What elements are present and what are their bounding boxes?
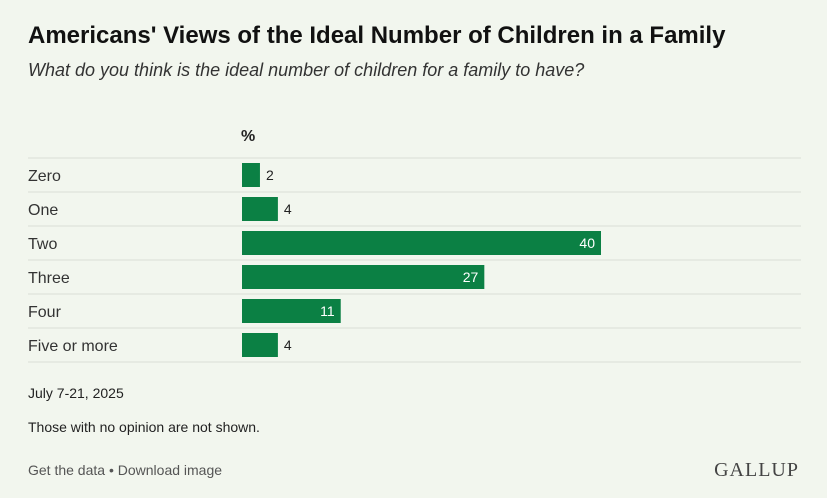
footer-separator: •: [108, 462, 114, 478]
category-label: Four: [28, 304, 62, 321]
footer-links: Get the data • Download image: [28, 462, 222, 478]
get-data-link[interactable]: Get the data: [28, 462, 106, 478]
value-label: 2: [266, 167, 274, 183]
chart-title: Americans' Views of the Ideal Number of …: [28, 22, 726, 49]
value-label: 4: [284, 337, 292, 353]
category-label: Two: [28, 236, 57, 253]
value-label: 4: [284, 201, 292, 217]
value-label: 40: [579, 235, 595, 251]
bar: [242, 163, 260, 187]
bar: [242, 197, 278, 221]
category-label: Three: [28, 270, 70, 287]
bar: [242, 299, 341, 323]
value-label: 11: [320, 303, 335, 319]
category-label: One: [28, 202, 58, 219]
bar: [242, 333, 278, 357]
bar: [242, 231, 601, 255]
bar: [242, 265, 485, 289]
download-image-link[interactable]: Download image: [117, 462, 223, 478]
category-label: Zero: [28, 168, 61, 185]
chart-note: Those with no opinion are not shown.: [28, 419, 260, 435]
gallup-logo: GALLUP: [714, 459, 799, 481]
category-label: Five or more: [28, 338, 118, 355]
unit-label: %: [241, 128, 256, 145]
value-label: 27: [463, 269, 479, 285]
chart-subtitle: What do you think is the ideal number of…: [28, 60, 585, 80]
survey-date: July 7-21, 2025: [28, 385, 124, 401]
